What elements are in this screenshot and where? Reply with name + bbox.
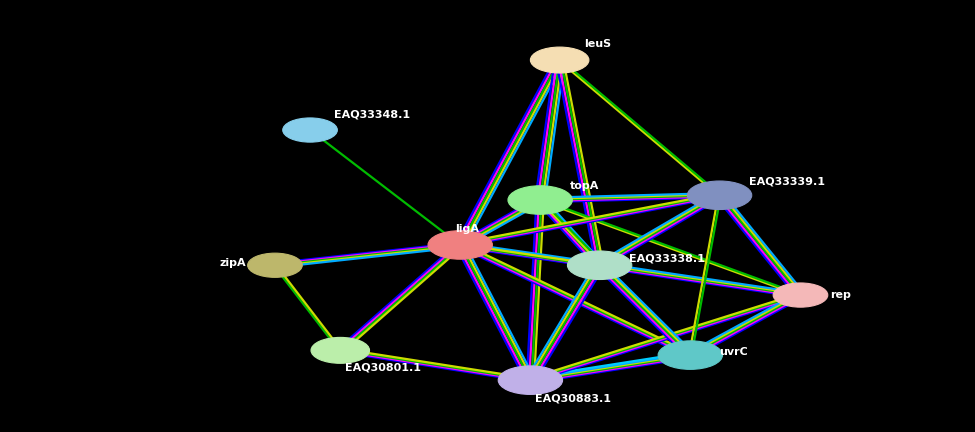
Circle shape <box>311 337 370 363</box>
Text: EAQ33348.1: EAQ33348.1 <box>334 109 410 119</box>
Text: leuS: leuS <box>584 39 611 49</box>
Text: ligA: ligA <box>455 224 480 234</box>
Text: EAQ33339.1: EAQ33339.1 <box>749 177 825 187</box>
Circle shape <box>248 253 302 277</box>
Text: rep: rep <box>830 290 850 300</box>
Circle shape <box>687 181 752 210</box>
Circle shape <box>428 231 492 259</box>
Text: EAQ30883.1: EAQ30883.1 <box>535 393 611 403</box>
Text: zipA: zipA <box>219 258 246 268</box>
Text: uvrC: uvrC <box>720 347 748 357</box>
Circle shape <box>283 118 337 142</box>
Circle shape <box>530 47 589 73</box>
Circle shape <box>508 186 572 214</box>
Text: EAQ33338.1: EAQ33338.1 <box>629 253 705 263</box>
Circle shape <box>498 366 563 394</box>
Text: EAQ30801.1: EAQ30801.1 <box>345 362 421 372</box>
Circle shape <box>773 283 828 307</box>
Circle shape <box>567 251 632 280</box>
Circle shape <box>658 341 722 369</box>
Text: topA: topA <box>569 181 599 191</box>
